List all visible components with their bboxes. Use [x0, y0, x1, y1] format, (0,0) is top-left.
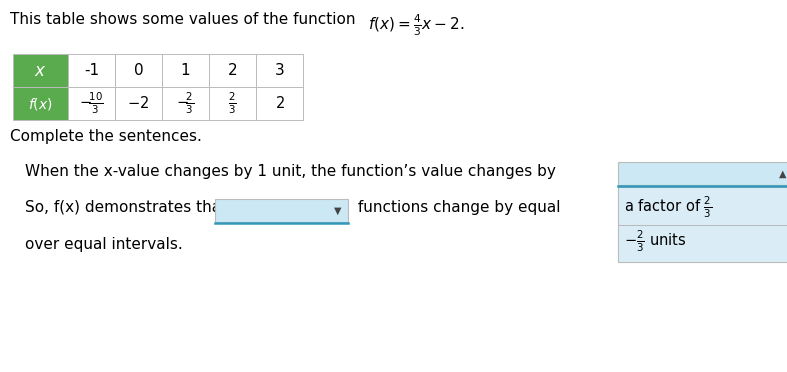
- Text: Complete the sentences.: Complete the sentences.: [10, 129, 202, 144]
- FancyBboxPatch shape: [68, 54, 115, 87]
- Text: So, f(x) demonstrates that: So, f(x) demonstrates that: [25, 200, 227, 215]
- Text: ▼: ▼: [334, 205, 342, 215]
- Text: $f(x) = \frac{4}{3}x - 2.$: $f(x) = \frac{4}{3}x - 2.$: [368, 12, 464, 38]
- FancyBboxPatch shape: [162, 87, 209, 120]
- Text: functions change by equal: functions change by equal: [353, 200, 560, 215]
- Text: $-2$: $-2$: [127, 96, 150, 112]
- FancyBboxPatch shape: [13, 87, 68, 120]
- FancyBboxPatch shape: [209, 54, 256, 87]
- FancyBboxPatch shape: [256, 87, 303, 120]
- FancyBboxPatch shape: [256, 54, 303, 87]
- Text: 3: 3: [275, 63, 284, 78]
- FancyBboxPatch shape: [13, 54, 68, 87]
- Text: This table shows some values of the function: This table shows some values of the func…: [10, 12, 360, 27]
- Text: $-\!\frac{2}{3}$: $-\!\frac{2}{3}$: [176, 91, 194, 116]
- Text: $\frac{2}{3}$: $\frac{2}{3}$: [228, 91, 237, 116]
- Text: $2$: $2$: [275, 96, 284, 112]
- FancyBboxPatch shape: [162, 54, 209, 87]
- Text: ▲: ▲: [779, 169, 787, 179]
- Text: 1: 1: [181, 63, 190, 78]
- Text: 2: 2: [227, 63, 238, 78]
- FancyBboxPatch shape: [115, 54, 162, 87]
- FancyBboxPatch shape: [618, 162, 787, 185]
- FancyBboxPatch shape: [618, 187, 787, 262]
- Text: $\mathit{x}$: $\mathit{x}$: [35, 61, 46, 80]
- FancyBboxPatch shape: [68, 87, 115, 120]
- FancyBboxPatch shape: [215, 199, 348, 222]
- Text: $-\!\frac{10}{3}$: $-\!\frac{10}{3}$: [79, 91, 104, 116]
- Text: $-\frac{2}{3}$ units: $-\frac{2}{3}$ units: [624, 228, 686, 254]
- Text: -1: -1: [84, 63, 99, 78]
- Text: a factor of $\frac{2}{3}$: a factor of $\frac{2}{3}$: [624, 195, 712, 220]
- Text: over equal intervals.: over equal intervals.: [25, 237, 183, 252]
- Text: $\mathit{f(x)}$: $\mathit{f(x)}$: [28, 96, 53, 112]
- FancyBboxPatch shape: [209, 87, 256, 120]
- Text: 0: 0: [134, 63, 143, 78]
- Text: When the x-value changes by 1 unit, the function’s value changes by: When the x-value changes by 1 unit, the …: [25, 164, 556, 179]
- FancyBboxPatch shape: [115, 87, 162, 120]
